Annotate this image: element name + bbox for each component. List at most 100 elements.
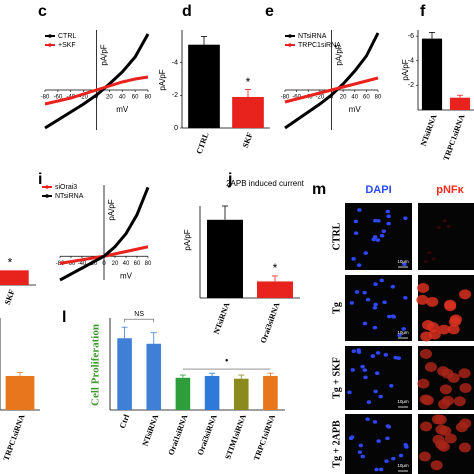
panel-letter: f bbox=[420, 3, 426, 20]
x-tick-label: SKF bbox=[241, 131, 255, 149]
bar bbox=[5, 375, 35, 410]
cell-stain bbox=[427, 251, 432, 255]
nucleus bbox=[393, 355, 398, 360]
nucleus bbox=[398, 453, 404, 458]
nucleus bbox=[390, 284, 396, 289]
y-axis-label: pA/pF bbox=[183, 229, 192, 250]
cell-stain bbox=[434, 414, 447, 425]
annotation: • bbox=[225, 355, 228, 365]
bar bbox=[175, 377, 191, 410]
row-label: Tg + SKF bbox=[331, 357, 342, 399]
nucleus bbox=[356, 348, 361, 352]
legend-dot bbox=[48, 43, 52, 47]
nucleus bbox=[385, 209, 390, 214]
cell-stain bbox=[439, 384, 452, 395]
x-tick-label: SKF bbox=[3, 288, 17, 306]
nucleus bbox=[351, 349, 357, 353]
row-label: Tg + 2APB bbox=[331, 420, 342, 468]
micrograph bbox=[345, 414, 412, 474]
cell-stain bbox=[420, 331, 433, 342]
y-tick-label: -4 bbox=[408, 58, 414, 65]
nucleus bbox=[403, 296, 408, 300]
column-label: DAPI bbox=[365, 184, 391, 196]
cell-stain bbox=[423, 260, 428, 264]
bar bbox=[146, 343, 162, 410]
nucleus bbox=[353, 231, 359, 236]
micrograph bbox=[345, 275, 412, 341]
row-label: Tg bbox=[331, 302, 342, 314]
cell-stain bbox=[459, 418, 472, 429]
x-axis-label: mV bbox=[120, 271, 133, 280]
y-axis-label: pA/pF bbox=[107, 199, 116, 220]
nucleus bbox=[376, 439, 381, 443]
x-tick-label: -60 bbox=[67, 261, 76, 267]
cell-stain bbox=[424, 362, 437, 373]
legend-dot bbox=[45, 185, 49, 189]
nucleus bbox=[381, 229, 386, 234]
x-tick-label: CTRL bbox=[195, 131, 211, 155]
x-tick-label: 0 bbox=[102, 261, 106, 267]
cell-stain bbox=[437, 324, 450, 335]
cell-stain bbox=[417, 282, 430, 293]
scale-bar-label: 10μm bbox=[397, 463, 409, 468]
nucleus bbox=[390, 314, 396, 318]
x-tick-label: TRPC1siRNA bbox=[2, 413, 27, 462]
nucleus bbox=[385, 436, 390, 441]
y-axis-label: Cell Proliferation bbox=[90, 324, 102, 406]
y-tick-label: -2 bbox=[172, 92, 178, 99]
x-tick-label: 60 bbox=[363, 95, 370, 101]
x-tick-label: 40 bbox=[351, 95, 358, 101]
nucleus bbox=[376, 219, 381, 223]
x-tick-label: Ctrl bbox=[118, 413, 132, 430]
legend-label: siOrai3 bbox=[55, 184, 77, 191]
y-tick-label: -2 bbox=[408, 82, 414, 89]
chart-title: 2APB induced current bbox=[226, 179, 305, 188]
annotation: NS bbox=[134, 311, 144, 318]
nucleus bbox=[403, 442, 408, 447]
legend-dot bbox=[45, 194, 49, 198]
x-tick-label: -60 bbox=[54, 95, 63, 101]
nucleus bbox=[403, 216, 408, 220]
x-tick-label: 80 bbox=[375, 95, 382, 101]
x-tick-label: NTsiRNA bbox=[419, 113, 439, 147]
nucleus bbox=[370, 354, 375, 358]
nucleus bbox=[372, 420, 378, 424]
cell-stain bbox=[435, 424, 448, 435]
panel-letter: d bbox=[182, 3, 192, 20]
nucleus bbox=[386, 424, 392, 429]
nucleus bbox=[357, 208, 362, 212]
cell-stain bbox=[430, 460, 443, 471]
cell-stain bbox=[444, 301, 457, 312]
cell-stain bbox=[420, 421, 433, 432]
nucleus bbox=[363, 375, 368, 380]
nucleus bbox=[375, 351, 381, 355]
panel-letter: i bbox=[38, 171, 42, 188]
bar bbox=[257, 281, 293, 298]
nucleus bbox=[360, 454, 365, 459]
legend-label: CTRL bbox=[58, 33, 76, 40]
micrograph bbox=[418, 203, 474, 270]
bar bbox=[232, 96, 264, 128]
nucleus bbox=[363, 251, 368, 255]
nucleus bbox=[375, 238, 381, 242]
cell-stain bbox=[446, 224, 451, 228]
nucleus bbox=[354, 290, 360, 294]
x-tick-label: 0 bbox=[330, 95, 334, 101]
x-tick-label: -80 bbox=[281, 95, 290, 101]
x-tick-label: 40 bbox=[123, 261, 130, 267]
cell-stain bbox=[421, 395, 434, 406]
bar bbox=[207, 219, 243, 298]
micrograph bbox=[345, 346, 412, 410]
x-tick-label: -20 bbox=[79, 95, 88, 101]
x-tick-label: 20 bbox=[112, 261, 119, 267]
x-tick-label: 60 bbox=[132, 95, 139, 101]
x-tick-label: Orai3siRNA bbox=[196, 413, 219, 456]
x-tick-label: -40 bbox=[304, 95, 313, 101]
annotation: * bbox=[273, 261, 278, 275]
y-axis-label: pA/pF bbox=[401, 59, 410, 80]
scale-bar-label: 10μm bbox=[397, 330, 409, 335]
nucleus bbox=[389, 383, 394, 388]
nucleus bbox=[379, 233, 385, 238]
legend-label: +SKF bbox=[58, 42, 76, 49]
x-axis-label: mV bbox=[349, 105, 362, 114]
